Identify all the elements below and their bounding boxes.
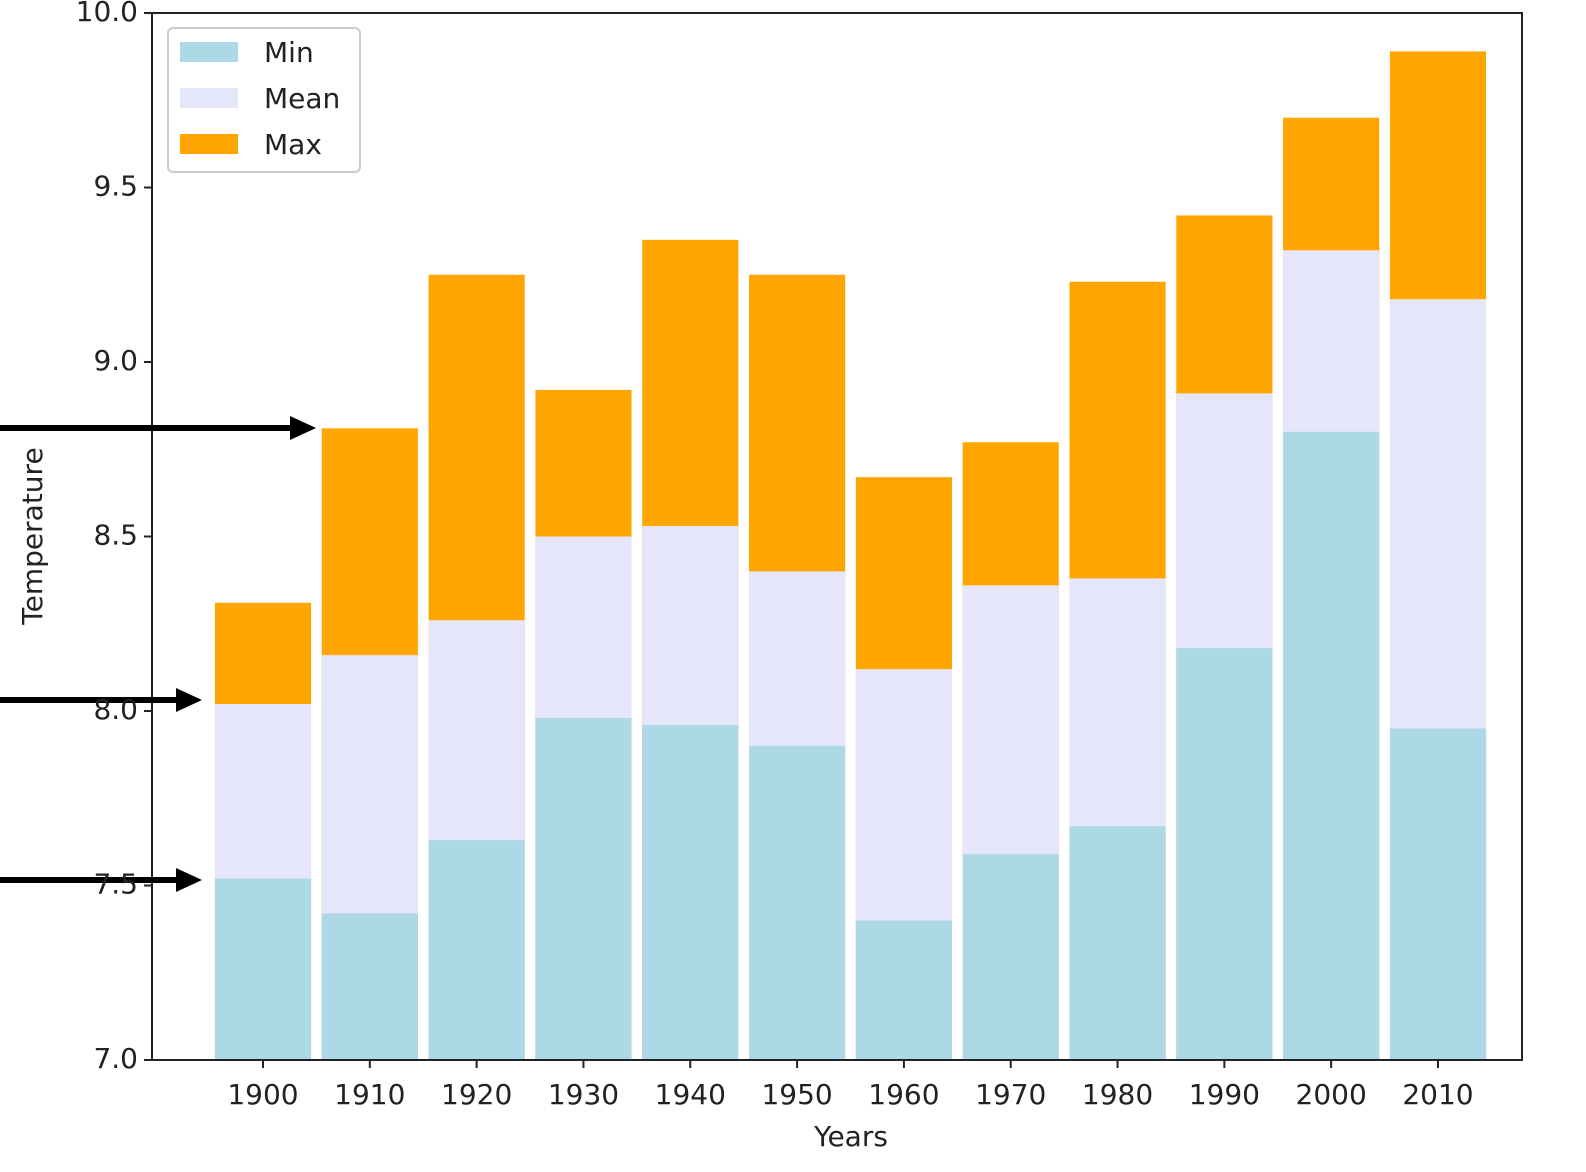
legend-label: Max bbox=[264, 128, 322, 161]
x-tick-label: 1940 bbox=[655, 1078, 726, 1111]
bar bbox=[535, 717, 632, 1060]
x-tick-label: 1970 bbox=[975, 1078, 1046, 1111]
arrow-head bbox=[176, 688, 202, 712]
legend-label: Mean bbox=[264, 82, 340, 115]
x-tick-label: 1990 bbox=[1189, 1078, 1260, 1111]
y-tick-label: 9.5 bbox=[93, 170, 138, 203]
bar bbox=[642, 724, 739, 1060]
bar bbox=[1176, 648, 1273, 1060]
bar bbox=[1389, 728, 1487, 1060]
x-tick-label: 1930 bbox=[548, 1078, 619, 1111]
y-tick-label: 8.0 bbox=[93, 693, 138, 726]
x-tick-label: 1960 bbox=[868, 1078, 939, 1111]
bar bbox=[1283, 431, 1380, 1060]
bar bbox=[749, 745, 846, 1060]
bar bbox=[214, 878, 312, 1060]
x-tick-label: 1920 bbox=[441, 1078, 512, 1111]
y-tick-label: 7.0 bbox=[93, 1042, 138, 1075]
annotation-arrows bbox=[0, 416, 316, 892]
legend-label: Min bbox=[264, 36, 314, 69]
y-tick-label: 10.0 bbox=[76, 0, 138, 28]
x-tick-label: 2010 bbox=[1402, 1078, 1473, 1111]
x-axis-label: Years bbox=[813, 1120, 888, 1153]
bar bbox=[428, 840, 525, 1060]
y-axis-label: Temperature bbox=[16, 447, 49, 625]
y-tick-label: 9.0 bbox=[93, 344, 138, 377]
bar bbox=[962, 854, 1059, 1060]
legend-swatch bbox=[180, 42, 238, 62]
x-tick-label: 2000 bbox=[1296, 1078, 1367, 1111]
bars bbox=[214, 51, 1487, 1061]
x-tick-label: 1900 bbox=[227, 1078, 298, 1111]
arrow-head bbox=[290, 416, 316, 440]
legend: Min Mean Max bbox=[167, 27, 361, 173]
x-tick-label: 1980 bbox=[1082, 1078, 1153, 1111]
legend-swatch bbox=[180, 134, 238, 154]
bar bbox=[855, 920, 952, 1060]
bar bbox=[321, 913, 418, 1060]
bar bbox=[1069, 826, 1166, 1060]
y-tick-label: 8.5 bbox=[93, 519, 138, 552]
legend-swatch bbox=[180, 88, 238, 108]
arrow-head bbox=[176, 868, 202, 892]
x-tick-label: 1950 bbox=[761, 1078, 832, 1111]
x-tick-label: 1910 bbox=[334, 1078, 405, 1111]
y-tick-label: 7.5 bbox=[93, 868, 138, 901]
